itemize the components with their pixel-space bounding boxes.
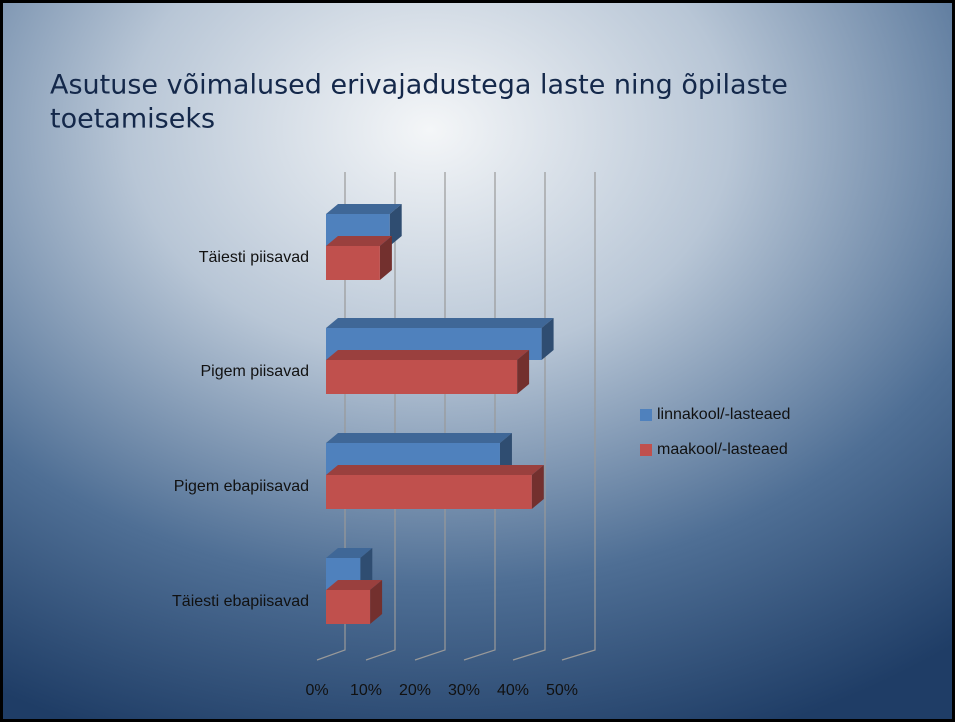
x-tick-label: 50% <box>546 682 578 699</box>
bar-top <box>326 465 544 475</box>
bar <box>326 475 532 509</box>
x-tick-label: 20% <box>399 682 431 699</box>
x-tick-label: 0% <box>305 682 328 699</box>
bar <box>326 590 370 624</box>
bar-top <box>326 204 402 214</box>
bar-top <box>326 350 529 360</box>
legend-swatch <box>640 409 652 421</box>
category-label: Täiesti ebapiisavad <box>172 593 309 610</box>
x-tick-label: 10% <box>350 682 382 699</box>
slide: Asutuse võimalused erivajadustega laste … <box>0 0 955 722</box>
bar-top <box>326 318 554 328</box>
title-line: Asutuse võimalused erivajadustega laste … <box>50 70 788 101</box>
title-line: toetamiseks <box>50 104 215 135</box>
x-tick-label: 30% <box>448 682 480 699</box>
legend-label: maakool/-lasteaed <box>657 441 788 458</box>
x-tick-label: 40% <box>497 682 529 699</box>
bar <box>326 360 517 394</box>
legend-label: linnakool/-lasteaed <box>657 406 790 423</box>
bar-top <box>326 433 512 443</box>
category-label: Täiesti piisavad <box>199 249 309 266</box>
page: {"chart_data": {"type": "bar3d_horizonta… <box>0 0 955 727</box>
category-label: Pigem ebapiisavad <box>174 478 309 495</box>
legend-swatch <box>640 444 652 456</box>
category-label: Pigem piisavad <box>201 363 310 380</box>
bar <box>326 246 380 280</box>
